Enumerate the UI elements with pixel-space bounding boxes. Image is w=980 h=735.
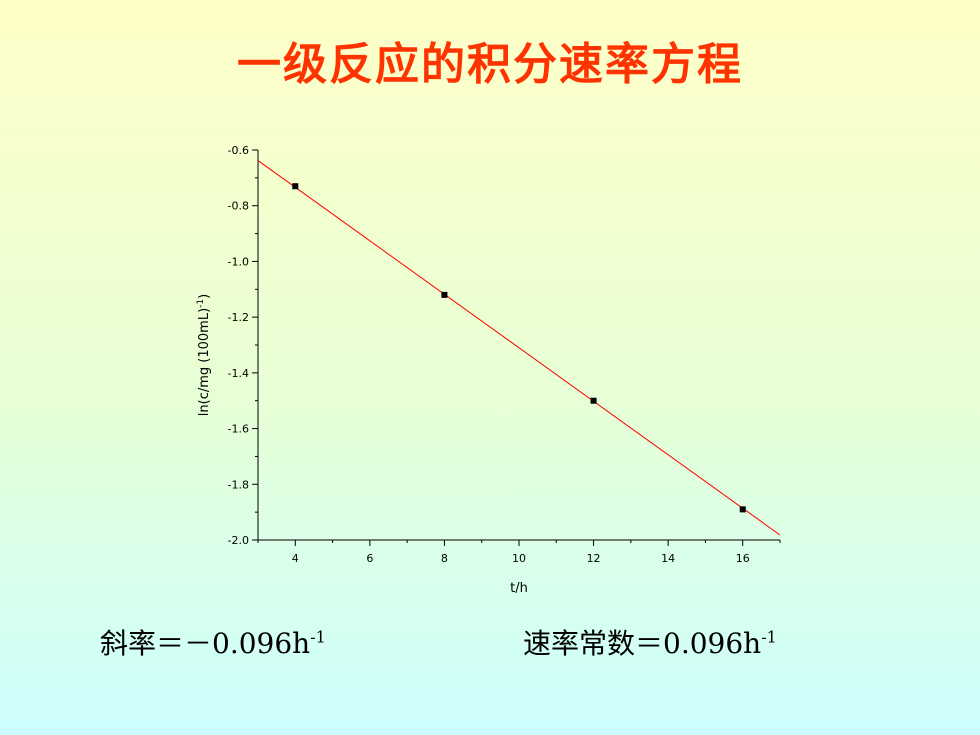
y-axis-label-main: ln(c/mg (100mL)	[197, 308, 212, 416]
data-point	[590, 397, 597, 404]
x-tick-label: 14	[661, 552, 675, 565]
y-tick-label: -1.6	[228, 423, 249, 436]
x-tick-label: 4	[292, 552, 299, 565]
y-tick-label: -1.0	[228, 255, 249, 268]
data-point	[441, 291, 448, 298]
y-tick-label: -1.8	[228, 478, 249, 491]
rate-constant-caption-text: 速率常数＝0.096h	[523, 627, 762, 660]
scatter-chart: 4 6 8 10 12 14 16 -2.0 -1.8 -1.6 -1.4 -1.2 -1.0 -0.8…	[196, 144, 781, 596]
fit-line	[257, 160, 781, 536]
y-tick-label: -1.2	[228, 311, 249, 324]
rate-constant-caption-superscript: -1	[761, 627, 777, 647]
y-tick-labels: -2.0 -1.8 -1.6 -1.4 -1.2 -1.0 -0.8 -0.6	[228, 144, 249, 547]
slope-caption: 斜率＝－0.096h-1	[100, 622, 326, 662]
data-point	[739, 506, 746, 513]
y-axis-label: ln(c/mg (100mL)-1)	[196, 294, 212, 416]
rate-constant-caption: 速率常数＝0.096h-1	[523, 622, 777, 662]
y-tick-label: -2.0	[228, 534, 249, 547]
chart-axes	[252, 149, 781, 546]
y-tick-label: -0.8	[228, 200, 249, 213]
y-tick-label: -0.6	[228, 144, 249, 157]
slope-caption-superscript: -1	[310, 627, 326, 647]
y-axis-label-superscript: -1	[196, 299, 206, 308]
y-tick-label: -1.4	[228, 367, 249, 380]
x-tick-label: 8	[441, 552, 448, 565]
page-title: 一级反应的积分速率方程	[237, 39, 743, 90]
x-axis-label: t/h	[510, 581, 528, 596]
data-point	[292, 183, 299, 190]
x-tick-label: 10	[512, 552, 526, 565]
x-tick-label: 12	[587, 552, 601, 565]
x-tick-labels: 4 6 8 10 12 14 16	[292, 552, 750, 565]
data-points	[292, 183, 746, 513]
x-tick-label: 6	[366, 552, 373, 565]
y-axis-label-suffix: )	[197, 294, 212, 299]
slope-caption-text: 斜率＝－0.096h	[100, 627, 311, 660]
x-tick-label: 16	[736, 552, 750, 565]
